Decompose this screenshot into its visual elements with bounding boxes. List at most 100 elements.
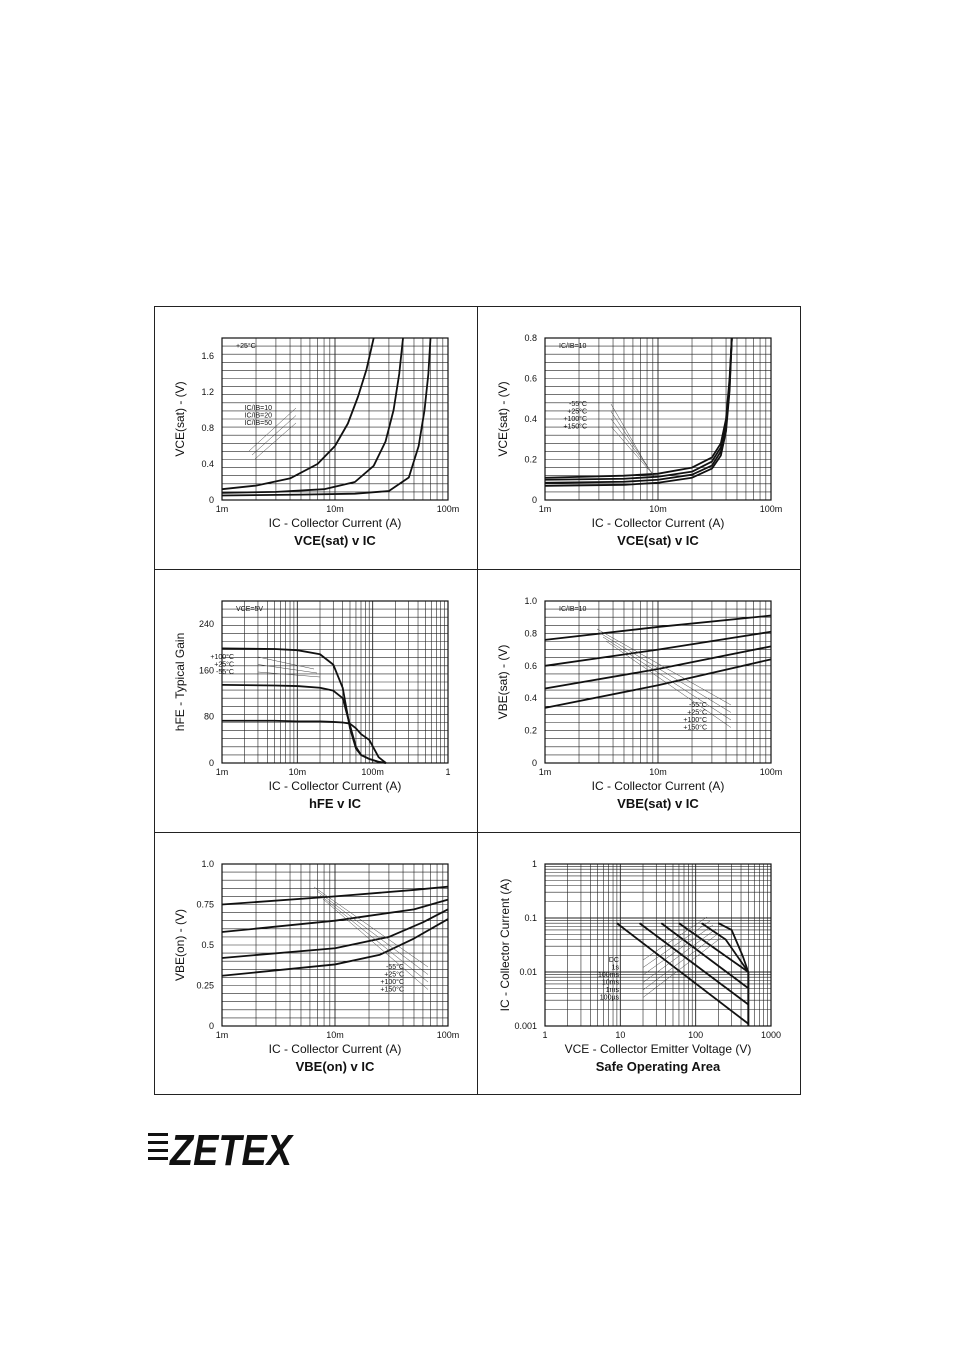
series-line [717, 922, 750, 1026]
x-tick-label: 100m [437, 504, 460, 514]
panel-divider-row1 [154, 569, 801, 570]
x-tick-label: 10m [649, 504, 667, 514]
y-tick-label: 0.001 [514, 1021, 537, 1031]
legend-leader-line [251, 415, 297, 456]
y-tick-label: 0.2 [524, 455, 537, 465]
chart-hfe-ic: 1m 10m 100m 1 0 80 160 240 IC - Collector Curren… [173, 600, 451, 811]
y-tick-label: 0.75 [196, 900, 214, 910]
series-line [544, 337, 733, 487]
x-axis-label: IC - Collector Current (A) [269, 516, 402, 530]
legend-leader-line [610, 418, 654, 475]
series-line [221, 898, 449, 933]
logo-mark-bar [148, 1157, 168, 1160]
zetex-logo: ZETEX [148, 1126, 294, 1169]
y-tick-label: 0 [532, 758, 537, 768]
legend-leader-line [642, 924, 714, 976]
chart-vbesat-ic: 1m 10m 100m 0 0.2 0.4 0.6 0.8 1.0 IC - Collector … [496, 596, 783, 811]
plot-area [544, 863, 772, 1027]
series-line [660, 922, 749, 989]
series-line [221, 337, 432, 497]
y-tick-label: 0.4 [524, 414, 537, 424]
chart-annotation: IC/IB=10 [559, 343, 587, 350]
legend-leader-line [605, 640, 732, 728]
x-tick-label: 10m [289, 767, 307, 777]
grid [221, 864, 448, 1026]
legend-label: IC/IB=10 [245, 405, 273, 412]
panel-divider-vertical [477, 306, 478, 1095]
y-tick-label: 0 [532, 495, 537, 505]
series-group [616, 922, 750, 1026]
legend-label: +150°C [380, 986, 404, 994]
x-tick-label: 1 [542, 1030, 547, 1040]
y-axis-label: VCE(sat) - (V) [496, 381, 510, 456]
x-axis-label: IC - Collector Current (A) [269, 779, 402, 793]
chart-annotation: +25°C [236, 342, 256, 350]
x-tick-label: 100m [437, 1030, 460, 1040]
legend-leader-line [642, 932, 720, 991]
legend-leader-line [254, 422, 297, 460]
series-line [221, 885, 449, 906]
legend-leader-line [596, 628, 732, 706]
y-tick-label: 0.4 [201, 459, 214, 469]
legend-leader-line [257, 656, 315, 670]
legend-leader-line [642, 920, 711, 968]
y-tick-label: 0.8 [524, 628, 537, 638]
chart-caption: VCE(sat) v IC [617, 533, 699, 548]
logo-mark-bar [148, 1133, 168, 1136]
legend-label: -55°C [689, 701, 707, 709]
x-tick-label: 100m [760, 767, 783, 777]
y-tick-label: 1.0 [524, 596, 537, 606]
chart-safe-operating-area: 1 10 100 1000 0.001 0.01 0.1 1 VCE - Collector E… [498, 859, 781, 1074]
chart-caption: VBE(on) v IC [296, 1059, 375, 1074]
y-tick-label: 0 [209, 758, 214, 768]
x-tick-label: 100m [361, 767, 384, 777]
legend-label: 1s [612, 965, 620, 972]
series-line [678, 922, 749, 973]
y-tick-label: 1.6 [201, 351, 214, 361]
legend-label: 100µs [600, 995, 620, 1002]
series-line [544, 630, 772, 667]
y-tick-label: 160 [199, 665, 214, 675]
series-line [616, 922, 749, 1025]
legend-label: -55°C [216, 668, 234, 676]
x-tick-label: 10m [326, 504, 344, 514]
panel-divider-row2 [154, 832, 801, 833]
x-tick-label: 100m [760, 504, 783, 514]
x-axis-label: VCE - Collector Emitter Voltage (V) [565, 1042, 752, 1056]
y-tick-label: 0.2 [524, 726, 537, 736]
legend-label: +100°C [683, 716, 707, 724]
plot-area [221, 337, 449, 501]
legend-leader-line [257, 664, 318, 674]
y-tick-label: 1.0 [201, 859, 214, 869]
legend-leader-line [610, 403, 648, 467]
legend-label: 10ms [602, 980, 620, 987]
legend-leader-line [599, 632, 732, 713]
legend-label: +25°C [687, 709, 707, 717]
legend-label: DC [609, 957, 619, 964]
x-tick-label: 1 [445, 767, 450, 777]
logo-mark-bar [148, 1141, 168, 1144]
legend-leader-line [642, 936, 723, 998]
series-line [222, 719, 387, 764]
legend-label: +100°C [380, 978, 404, 986]
legend-leader-line [322, 898, 429, 990]
y-tick-label: 0.01 [519, 967, 537, 977]
x-tick-label: 1m [216, 767, 229, 777]
legend-leader-line [248, 407, 297, 452]
x-tick-label: 1m [216, 504, 229, 514]
legend-leader-line [610, 426, 657, 479]
series-line [221, 337, 404, 494]
series-line [221, 337, 375, 491]
plot-area [544, 600, 772, 764]
x-axis-label: IC - Collector Current (A) [592, 779, 725, 793]
series-group [221, 885, 449, 977]
series-group [221, 337, 432, 497]
legend-leader-line [319, 894, 429, 983]
chart-caption: VBE(sat) v IC [617, 796, 699, 811]
y-axis-label: hFE - Typical Gain [173, 633, 187, 731]
x-tick-label: 1m [216, 1030, 229, 1040]
logo-wordmark: ZETEX [168, 1126, 294, 1169]
y-tick-label: 0.5 [201, 940, 214, 950]
plot-area [221, 600, 449, 764]
y-tick-label: 1 [532, 859, 537, 869]
